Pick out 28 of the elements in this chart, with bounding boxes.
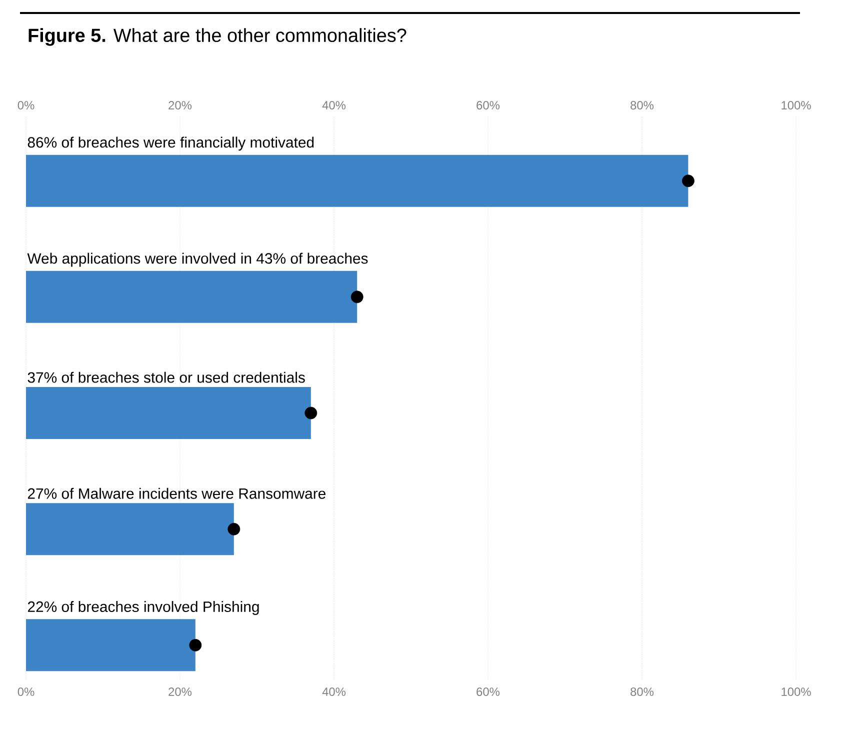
chart-title: Figure 5. What are the other commonalities? — [28, 28, 406, 46]
bar — [26, 619, 196, 672]
x2-tick-label: 100% — [782, 688, 811, 696]
x-tick-label: 20% — [168, 101, 192, 110]
y-tick-label: 27% of Malware incidents were Ransomware — [28, 488, 326, 499]
point — [228, 522, 240, 536]
y-tick-label: 22% of breaches involved Phishing — [28, 601, 259, 615]
y-tick-label: 86% of breaches were financially motivated — [28, 136, 314, 151]
x-tick-label: 40% — [322, 101, 346, 110]
bar — [26, 270, 358, 323]
x-tick-label: 60% — [476, 101, 500, 110]
y-tick-label: 37% of breaches stole or used credentials — [28, 372, 305, 383]
point — [189, 638, 202, 652]
y-tick-label: Web applications were involved in 43% of breaches — [27, 252, 368, 267]
x2-tick-label: 0% — [18, 688, 34, 696]
bar — [26, 154, 688, 207]
x2-tick-label: 60% — [476, 688, 500, 696]
x2-tick-label: 80% — [630, 688, 654, 696]
x-tick-label: 100% — [782, 101, 811, 110]
point — [304, 406, 318, 420]
x2-tick-label: 40% — [322, 688, 346, 696]
x-tick-label: 80% — [630, 101, 654, 110]
x2-tick-label: 20% — [168, 688, 192, 696]
bar — [26, 387, 311, 440]
point — [682, 174, 694, 188]
x-tick-label: 0% — [18, 101, 34, 110]
point — [350, 290, 364, 304]
bar — [26, 503, 234, 556]
